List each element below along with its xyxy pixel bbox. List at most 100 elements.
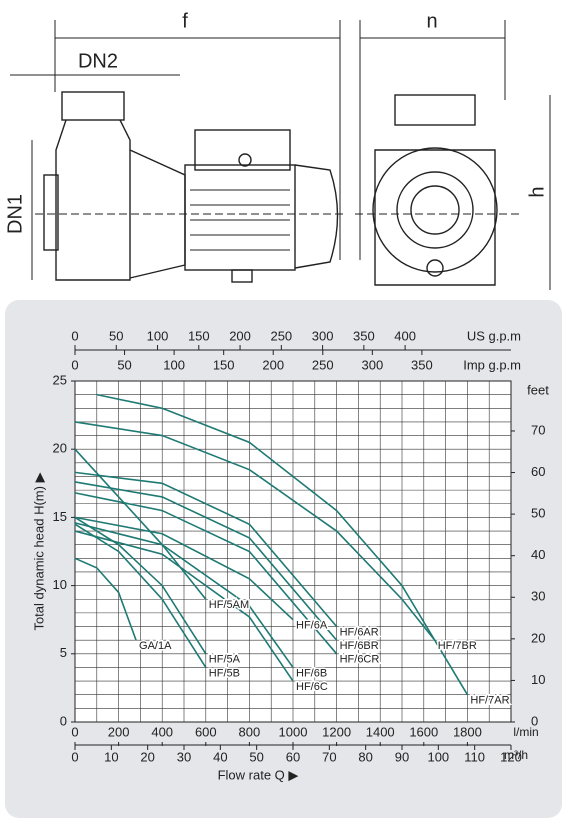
x4-tick-label: 70: [322, 749, 336, 764]
x4-tick-label: 30: [177, 749, 191, 764]
curve: [74, 557, 137, 641]
x2-unit: US g.p.m: [467, 328, 521, 343]
x3-tick-label: 50: [117, 357, 131, 372]
x-tick-label: 800: [239, 724, 261, 739]
y2-unit: feet: [527, 382, 549, 397]
curve: [74, 421, 436, 641]
dim-label: DN1: [4, 194, 26, 234]
curve: [74, 492, 338, 655]
y2-tick-label: 70: [531, 422, 545, 437]
x-tick-label: 1400: [366, 724, 395, 739]
terminal-box: [194, 129, 291, 171]
curve-label: HF/6AR: [340, 626, 379, 638]
curve-label: HF/6C: [296, 681, 328, 693]
curve-label: HF/6CR: [340, 654, 380, 666]
y2-tick-label: 60: [531, 464, 545, 479]
curve: [74, 516, 207, 655]
x2-tick-label: 300: [312, 328, 334, 343]
pump-body: [55, 119, 131, 281]
x4-tick-label: 0: [71, 749, 78, 764]
x3-tick-label: 250: [312, 357, 334, 372]
volute: [372, 147, 498, 273]
dim-label: h: [526, 186, 548, 197]
pump-drawing: f n DN2 DN1 h: [4, 10, 551, 290]
x2-tick-label: 200: [229, 328, 251, 343]
y2-tick-label: 0: [531, 713, 538, 728]
x4-tick-label: 120: [500, 749, 522, 764]
motor-fins: [190, 189, 290, 251]
x-tick-label: 200: [108, 724, 130, 739]
y-tick-label: 0: [60, 713, 67, 728]
fan-cover: [294, 164, 339, 269]
y-tick-label: 5: [60, 645, 67, 660]
y2-tick-label: 50: [531, 506, 545, 521]
curve-label: HF/5B: [209, 667, 240, 679]
x-title: Flow rate Q ▶: [218, 767, 299, 782]
curve: [74, 448, 207, 600]
curve: [74, 471, 338, 628]
x4-tick-label: 80: [358, 749, 372, 764]
x4-unit: m³/h: [504, 748, 528, 762]
x4-tick-label: 110: [464, 749, 485, 764]
casing: [374, 149, 496, 286]
curve: [96, 393, 469, 696]
curve: [74, 523, 207, 668]
x-tick-label: 1600: [409, 724, 438, 739]
curve-label: HF/7AR: [470, 695, 509, 707]
curve: [74, 522, 294, 668]
x2-tick-label: 350: [353, 328, 375, 343]
x-tick-label: 400: [151, 724, 173, 739]
x3-tick-label: 150: [213, 357, 235, 372]
x3-tick-label: 100: [163, 357, 185, 372]
y2-tick-label: 20: [531, 630, 545, 645]
curve-label: HF/6A: [296, 620, 328, 632]
x-tick-label: 1000: [279, 724, 308, 739]
drain: [426, 259, 444, 277]
curve: [74, 481, 338, 641]
dim-label: DN2: [78, 50, 118, 72]
x4-tick-label: 20: [140, 749, 154, 764]
outlet-flange: [394, 94, 476, 126]
x4-tick-label: 10: [104, 749, 118, 764]
x2-tick-label: 150: [188, 328, 210, 343]
motor: [184, 164, 296, 271]
curve-label: GA/1A: [139, 640, 172, 652]
x-unit: l/min: [513, 725, 538, 739]
y-tick-label: 10: [53, 577, 67, 592]
x-tick-label: 1800: [453, 724, 482, 739]
y2-tick-label: 40: [531, 547, 545, 562]
curve: [74, 516, 294, 621]
inlet-flange: [43, 174, 59, 251]
curve-label: HF/5A: [209, 654, 241, 666]
x4-tick-label: 90: [395, 749, 409, 764]
x-tick-label: 600: [195, 724, 217, 739]
x2-tick-label: 100: [147, 328, 169, 343]
dim-label: n: [426, 10, 437, 32]
x2-tick-label: 0: [71, 328, 78, 343]
y-tick-label: 20: [53, 441, 67, 456]
curve-label: HF/6B: [296, 667, 327, 679]
x4-tick-label: 40: [213, 749, 227, 764]
x4-tick-label: 100: [427, 749, 449, 764]
curve-label: HF/7BR: [438, 640, 477, 652]
x4-tick-label: 60: [286, 749, 300, 764]
y-tick-label: 25: [53, 372, 67, 387]
outlet-flange: [61, 91, 125, 121]
y-label: Total dynamic head H(m) ▶: [31, 472, 46, 630]
eye: [410, 185, 460, 235]
x3-tick-label: 0: [71, 357, 78, 372]
x4-tick-label: 50: [249, 749, 263, 764]
y-tick-label: 15: [53, 509, 67, 524]
x2-tick-label: 50: [109, 328, 123, 343]
x3-tick-label: 350: [411, 357, 433, 372]
x2-tick-label: 400: [394, 328, 416, 343]
x2-tick-label: 250: [270, 328, 292, 343]
x-tick-label: 0: [71, 724, 78, 739]
gland: [238, 153, 252, 167]
x3-unit: Imp g.p.m: [463, 357, 521, 372]
y2-tick-label: 10: [531, 672, 545, 687]
curve-label: HF/6BR: [340, 640, 379, 652]
